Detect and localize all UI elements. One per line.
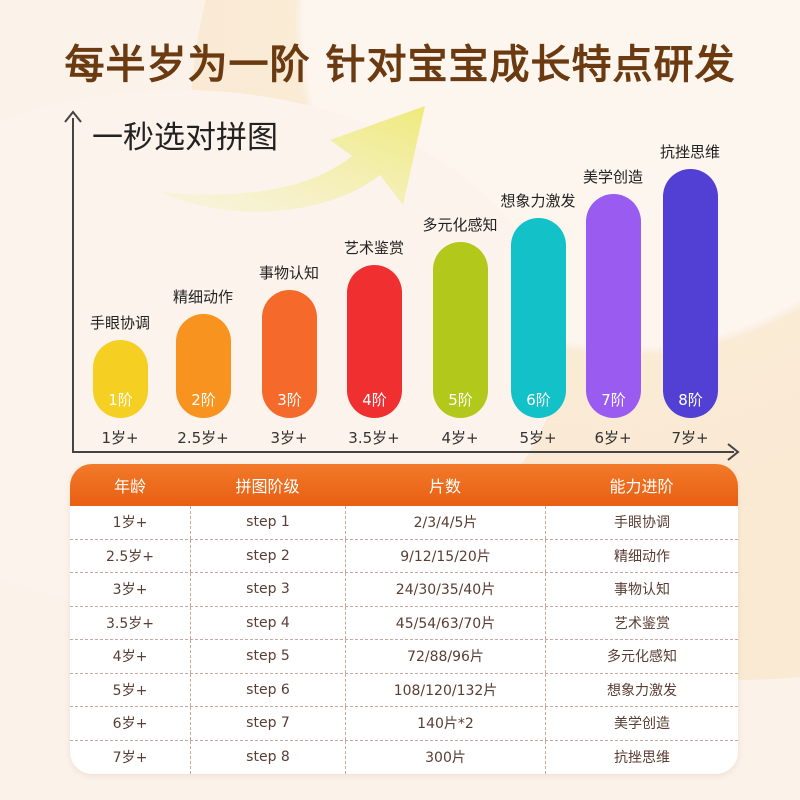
stage-table: 年龄 拼图阶级 片数 能力进阶 1岁+ step 1 2/3/4/5片 手眼协调 2.5… (70, 464, 738, 774)
cell-pieces: 24/30/35/40片 (345, 573, 545, 606)
headline: 每半岁为一阶 针对宝宝成长特点研发 (64, 42, 736, 88)
bar-stage-label: 3阶 (277, 391, 302, 409)
bar-stage-label: 1阶 (108, 391, 133, 409)
growth-arrow-icon (160, 106, 425, 212)
bar-stage-3: 3阶 (262, 290, 317, 418)
bar-stage-label: 6阶 (526, 391, 551, 409)
bar-stage-6: 6阶 (511, 218, 566, 418)
bar-ability-label: 艺术鉴赏 (343, 239, 405, 257)
cell-level: step 7 (190, 707, 345, 740)
table-row: 2.5岁+ step 2 9/12/15/20片 精细动作 (70, 539, 738, 573)
x-tick-label: 1岁+ (101, 429, 139, 447)
cell-age: 4岁+ (112, 649, 148, 666)
cell-age: 3岁+ (112, 582, 148, 599)
x-tick-label: 7岁+ (671, 429, 709, 447)
cell-age: 3.5岁+ (106, 615, 154, 632)
cell-level: step 5 (190, 640, 345, 673)
cell-pieces: 300片 (345, 740, 545, 774)
header-ability: 能力进阶 (609, 477, 674, 496)
cell-ability: 抗挫思维 (545, 740, 738, 774)
bar-stage-5: 5阶 (433, 242, 488, 418)
bar-stage-1: 1阶 (93, 340, 148, 418)
table-row: 3.5岁+ step 4 45/54/63/70片 艺术鉴赏 (70, 606, 738, 640)
cell-pieces: 45/54/63/70片 (345, 606, 545, 639)
cell-age: 5岁+ (112, 682, 148, 699)
x-tick-label: 3.5岁+ (348, 429, 400, 447)
x-axis (72, 451, 734, 453)
cell-level: step 4 (190, 606, 345, 639)
bar-stage-label: 5阶 (448, 391, 473, 409)
bar-stage-label: 8阶 (678, 391, 703, 409)
y-axis-arrow-icon (64, 110, 82, 123)
header-level: 拼图阶级 (235, 477, 300, 496)
bar-stage-7: 7阶 (586, 194, 641, 418)
cell-ability: 艺术鉴赏 (545, 606, 738, 639)
cell-ability: 事物认知 (545, 573, 738, 606)
table-row: 3岁+ step 3 24/30/35/40片 事物认知 (70, 573, 738, 607)
bar-ability-label: 手眼协调 (89, 314, 151, 332)
bar-ability-label: 美学创造 (582, 168, 644, 186)
cell-ability: 多元化感知 (545, 640, 738, 673)
table-row: 6岁+ step 7 140片*2 美学创造 (70, 707, 738, 741)
cell-pieces: 140片*2 (345, 707, 545, 740)
table-row: 4岁+ step 5 72/88/96片 多元化感知 (70, 640, 738, 674)
cell-ability: 想象力激发 (545, 673, 738, 706)
cell-ability: 精细动作 (545, 539, 738, 572)
cell-pieces: 9/12/15/20片 (345, 539, 545, 572)
bar-stage-8: 8阶 (663, 169, 718, 418)
cell-age: 7岁+ (112, 750, 148, 767)
bar-stage-label: 2阶 (191, 391, 216, 409)
cell-level: step 6 (190, 673, 345, 706)
y-axis (72, 118, 74, 453)
bar-ability-label: 精细动作 (172, 288, 234, 306)
cell-age: 6岁+ (112, 716, 148, 733)
bar-stage-4: 4阶 (347, 265, 402, 418)
cell-level: step 2 (190, 539, 345, 572)
cell-level: step 1 (190, 506, 345, 539)
table-body: 1岁+ step 1 2/3/4/5片 手眼协调 2.5岁+ step 2 9/12/15/… (70, 506, 738, 774)
cell-pieces: 72/88/96片 (345, 640, 545, 673)
x-tick-label: 3岁+ (270, 429, 308, 447)
table-header: 年龄 拼图阶级 片数 能力进阶 (70, 464, 738, 506)
x-axis-arrow-icon (727, 443, 740, 461)
cell-level: step 3 (190, 573, 345, 606)
table-row: 7岁+ step 8 300片 抗挫思维 (70, 740, 738, 774)
bar-stage-label: 4阶 (362, 391, 387, 409)
header-age: 年龄 (113, 477, 146, 496)
bar-ability-label: 事物认知 (258, 264, 320, 282)
bar-stage-label: 7阶 (601, 391, 626, 409)
x-tick-label: 4岁+ (441, 429, 479, 447)
cell-age: 1岁+ (112, 515, 148, 532)
cell-pieces: 2/3/4/5片 (345, 506, 545, 539)
x-tick-label: 5岁+ (519, 429, 557, 447)
bar-ability-label: 多元化感知 (422, 216, 498, 234)
bar-stage-2: 2阶 (176, 314, 231, 418)
cell-level: step 8 (190, 740, 345, 774)
cell-age: 2.5岁+ (106, 548, 154, 565)
x-tick-label: 2.5岁+ (177, 429, 229, 447)
table-row: 1岁+ step 1 2/3/4/5片 手眼协调 (70, 506, 738, 540)
chart-title: 一秒选对拼图 (92, 120, 278, 156)
x-tick-label: 6岁+ (594, 429, 632, 447)
cell-ability: 手眼协调 (545, 506, 738, 539)
cell-ability: 美学创造 (545, 707, 738, 740)
table-row: 5岁+ step 6 108/120/132片 想象力激发 (70, 673, 738, 707)
bar-ability-label: 抗挫思维 (659, 143, 721, 161)
bar-ability-label: 想象力激发 (500, 192, 576, 210)
cell-pieces: 108/120/132片 (345, 673, 545, 706)
header-pieces: 片数 (428, 477, 461, 496)
